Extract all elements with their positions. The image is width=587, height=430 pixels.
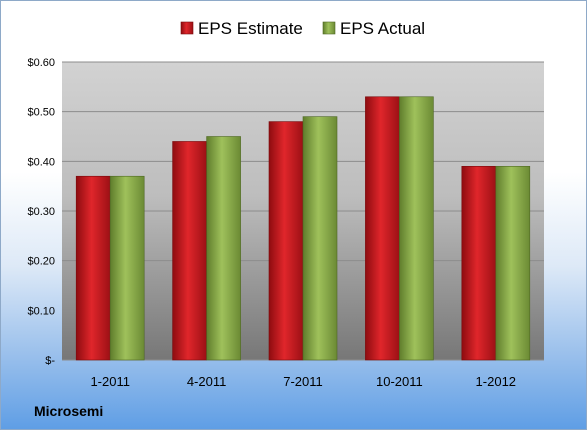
bar-eps-actual bbox=[302, 116, 338, 361]
bar-eps-estimate bbox=[75, 175, 111, 361]
y-tick-label: $0.30 bbox=[27, 206, 55, 218]
bar-eps-actual bbox=[495, 166, 531, 361]
bar-eps-estimate bbox=[268, 121, 304, 361]
bars bbox=[75, 96, 531, 361]
y-tick-label: $0.10 bbox=[27, 305, 55, 317]
x-tick-label: 10-2011 bbox=[376, 374, 423, 389]
x-tick-label: 1-2011 bbox=[90, 374, 130, 389]
bar-eps-actual bbox=[206, 136, 241, 361]
x-tick-label: 4-2011 bbox=[187, 374, 227, 389]
x-tick-label: 7-2011 bbox=[283, 374, 323, 389]
bar-eps-estimate bbox=[365, 96, 400, 361]
company-name: Microsemi bbox=[34, 403, 104, 419]
x-axis-ticks: 1-2011 4-2011 7-2011 10-2011 1-2012 bbox=[90, 374, 516, 389]
y-tick-label: $- bbox=[45, 355, 55, 367]
bar-eps-actual bbox=[399, 96, 434, 361]
bar-eps-estimate bbox=[172, 141, 207, 361]
bar-eps-estimate bbox=[461, 166, 497, 361]
x-tick-label: 1-2012 bbox=[476, 374, 516, 389]
bar-eps-actual bbox=[109, 175, 145, 361]
y-tick-label: $0.60 bbox=[27, 57, 55, 69]
legend: EPS Estimate EPS Actual bbox=[180, 19, 425, 38]
legend-swatch bbox=[180, 21, 194, 35]
y-axis-ticks: $- $0.10 $0.20 $0.30 $0.40 $0.50 $0.60 bbox=[27, 57, 55, 367]
y-tick-label: $0.50 bbox=[27, 107, 55, 119]
y-tick-label: $0.20 bbox=[27, 256, 55, 268]
legend-label: EPS Estimate bbox=[198, 19, 303, 38]
y-tick-label: $0.40 bbox=[27, 156, 55, 168]
legend-label: EPS Actual bbox=[340, 19, 425, 38]
legend-swatch bbox=[322, 21, 336, 35]
